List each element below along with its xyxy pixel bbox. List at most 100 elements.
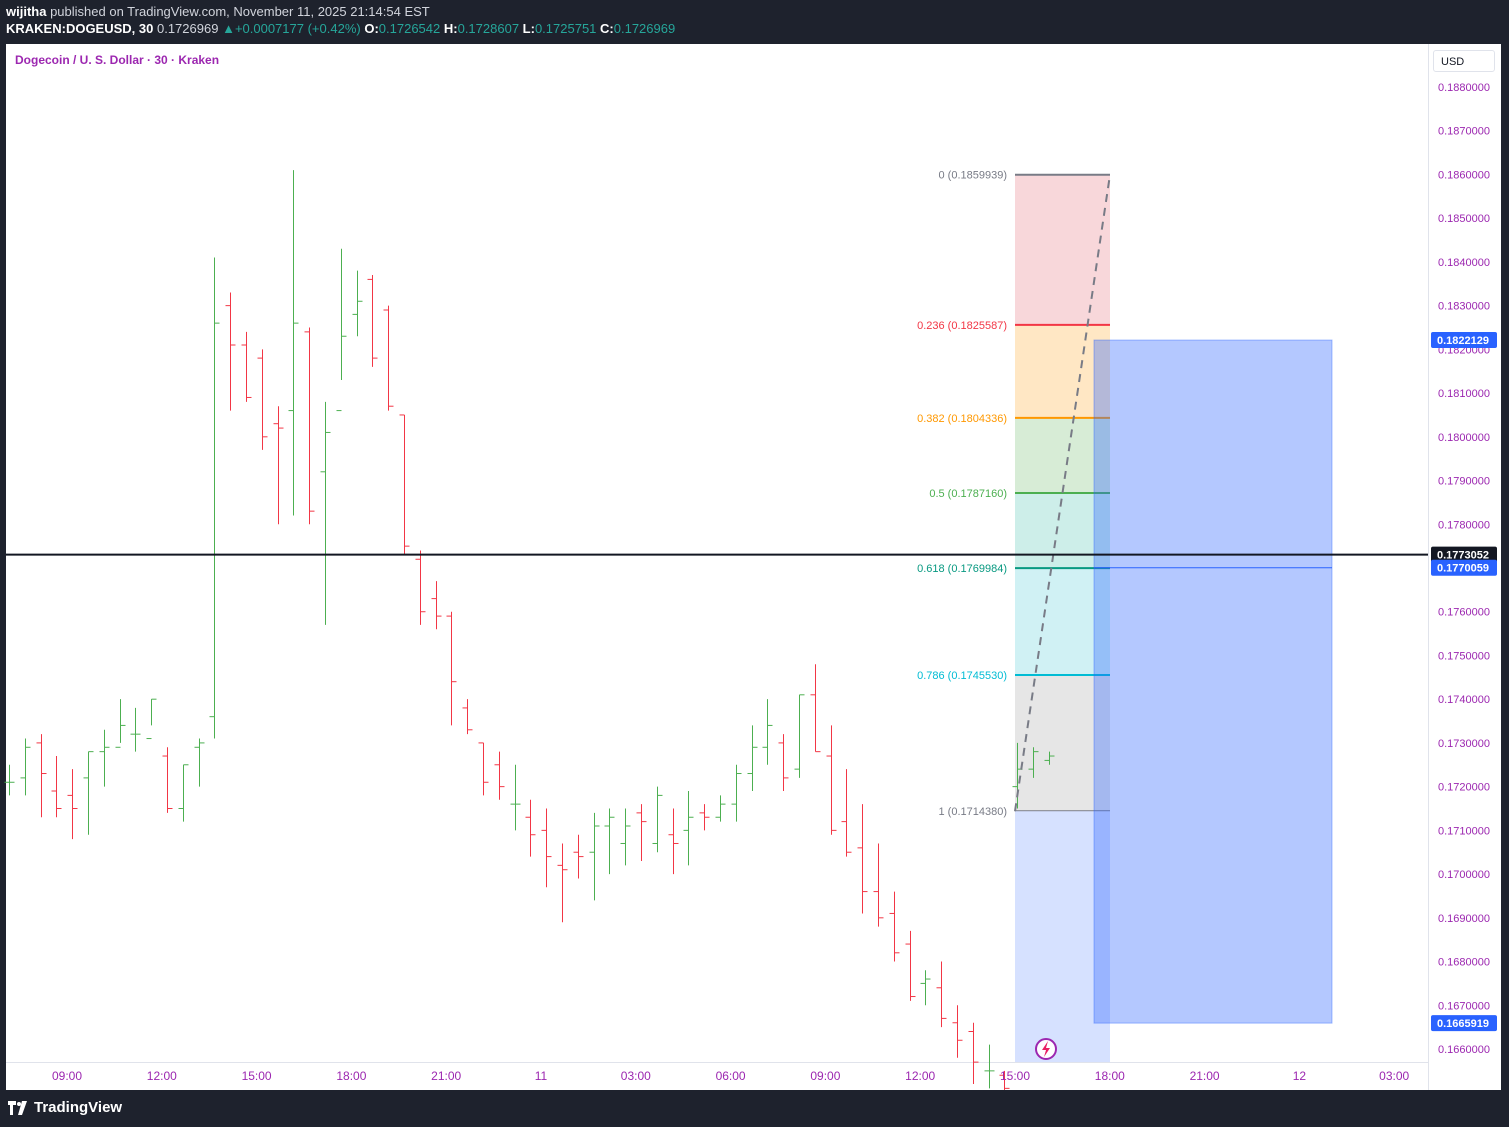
time-tick-label: 15:00	[1000, 1069, 1030, 1083]
ohlc-bar	[920, 970, 931, 1006]
ohlc-bar	[905, 930, 916, 1001]
ohlc-bar	[320, 401, 331, 625]
ohlc-bar	[731, 764, 742, 822]
price-tick-label: 0.1730000	[1438, 738, 1490, 750]
ohlc-bar	[510, 764, 521, 831]
fib-level-label: 0.382 (0.1804336)	[917, 413, 1007, 425]
author-name[interactable]: wijitha	[6, 4, 47, 19]
time-tick-label: 18:00	[336, 1069, 366, 1083]
tradingview-logo-icon	[8, 1100, 27, 1115]
price-tick-label: 0.1790000	[1438, 476, 1490, 488]
ohlc-bar	[794, 694, 805, 778]
time-tick-label: 11	[535, 1069, 548, 1083]
open-value: 0.1726542	[378, 21, 441, 36]
ohlc-bar	[557, 843, 568, 923]
ohlc-bar	[225, 292, 236, 411]
ohlc-bar	[431, 581, 442, 630]
ohlc-bar	[67, 769, 78, 840]
ohlc-bar	[288, 170, 299, 516]
ohlc-bar	[589, 812, 600, 901]
ohlc-bar	[494, 751, 505, 800]
price-axis[interactable]: 0.1880000 0.1870000 0.1860000 0.1850000 0.18…	[1431, 82, 1497, 1056]
ohlc-bar	[857, 804, 868, 914]
ohlc-bar	[352, 270, 363, 337]
tradingview-wordmark: TradingView	[34, 1099, 123, 1116]
ohlc-bar	[525, 799, 536, 857]
ohlc-bar	[209, 257, 220, 739]
ohlc-bar	[968, 1022, 979, 1084]
fib-retracement[interactable]: 0 (0.1859939) 0.236 (0.1825587) 0.382 (0.1…	[917, 170, 1110, 1062]
ohlc-bar	[747, 725, 758, 792]
ohlc-bar	[462, 699, 473, 735]
ohlc-bar	[399, 414, 410, 555]
price-tick-label: 0.1750000	[1438, 650, 1490, 662]
fib-level-label: 0 (0.1859939)	[939, 170, 1008, 182]
ohlc-bar	[99, 729, 110, 787]
symbol-legend[interactable]: Dogecoin / U. S. Dollar · 30 · Kraken	[15, 53, 220, 67]
chart-pane[interactable]	[6, 44, 1501, 1090]
close-value: 0.1726969	[613, 21, 676, 36]
price-tick-label: 0.1780000	[1438, 519, 1490, 531]
price-badge	[1431, 332, 1497, 349]
symbol-label: KRAKEN:DOGEUSD, 30	[6, 21, 154, 36]
last-price: 0.1726969	[156, 21, 219, 36]
footer-bar: TradingView	[0, 1090, 1509, 1127]
price-tick-label: 0.1720000	[1438, 782, 1490, 794]
fib-level-label: 0.618 (0.1769984)	[917, 563, 1007, 575]
price-tick-label: 0.1850000	[1438, 213, 1490, 225]
ohlc-bar	[383, 305, 394, 411]
ohlc-bar	[415, 550, 426, 625]
open-label: O:	[364, 21, 379, 36]
ohlc-bar	[83, 751, 94, 835]
fib-level-label: 0.236 (0.1825587)	[917, 320, 1007, 332]
ohlc-bar	[146, 698, 157, 740]
fib-trend-line	[1014, 174, 1111, 812]
change-arrow-icon: ▲	[222, 21, 235, 36]
price-badge-label: 0.1770059	[1437, 563, 1489, 575]
ohlc-bar	[952, 1005, 963, 1058]
time-tick-label: 12	[1293, 1069, 1307, 1083]
date-price-range[interactable]	[1093, 339, 1333, 1024]
published-text: published on TradingView.com, November 1…	[50, 4, 430, 19]
ohlc-bar	[999, 1070, 1010, 1093]
high-value: 0.1728607	[457, 21, 520, 36]
ohlc-bar	[130, 707, 141, 752]
fib-level-label: 0.5 (0.1787160)	[929, 488, 1007, 500]
ohlc-bar	[620, 808, 631, 866]
ohlc-bar	[4, 764, 15, 796]
fib-level-label: 0.786 (0.1745530)	[917, 670, 1007, 682]
ohlc-bars	[4, 170, 1055, 1093]
overlays	[6, 174, 1428, 812]
time-tick-label: 09:00	[52, 1069, 82, 1083]
price-tick-label: 0.1830000	[1438, 301, 1490, 313]
date-range-column	[1015, 811, 1110, 1062]
price-tick-label: 0.1710000	[1438, 825, 1490, 837]
ohlc-bar	[683, 791, 694, 866]
time-tick-label: 18:00	[1095, 1069, 1125, 1083]
tradingview-logo[interactable]: TradingView	[8, 1099, 122, 1116]
ohlc-bar	[668, 808, 679, 875]
fib-zone	[1015, 324, 1110, 418]
ohlc-bar	[936, 961, 947, 1028]
low-value: 0.1725751	[534, 21, 597, 36]
replay-bolt-icon	[1035, 1038, 1057, 1060]
price-tick-label: 0.1760000	[1438, 607, 1490, 619]
time-tick-label: 06:00	[716, 1069, 746, 1083]
price-badge-label: 0.1773052	[1437, 550, 1489, 562]
ohlc-bar	[446, 611, 457, 726]
fib-zone	[1015, 174, 1110, 325]
ohlc-bar	[51, 756, 62, 818]
price-tick-label: 0.1670000	[1438, 1000, 1490, 1012]
price-tick-label: 0.1840000	[1438, 257, 1490, 269]
currency-selector[interactable]: USD	[1433, 50, 1495, 72]
price-axis-divider	[1428, 44, 1429, 1090]
time-tick-label: 12:00	[905, 1069, 935, 1083]
time-axis[interactable]: 09:00 12:00 15:00 18:00 21:00 11 03:00 06:00 09:…	[52, 1038, 1410, 1083]
price-tick-label: 0.1700000	[1438, 869, 1490, 881]
ohlc-bar	[478, 742, 489, 796]
ohlc-bar	[241, 331, 252, 402]
time-tick-label: 12:00	[147, 1069, 177, 1083]
price-badge	[1431, 1015, 1497, 1032]
ohlc-bar	[20, 738, 31, 796]
